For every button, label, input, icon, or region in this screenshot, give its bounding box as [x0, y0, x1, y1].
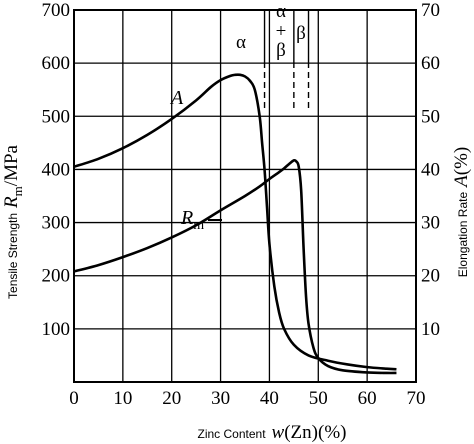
y-left-axis-label-symbol: R: [1, 196, 22, 209]
y-right-tick-label: 70: [421, 0, 440, 21]
y-right-tick-labels: 10 20 30 40 50 60 70: [421, 0, 440, 340]
phase-label-alpha: α: [236, 32, 246, 53]
y-right-tick-label: 50: [421, 106, 440, 127]
y-right-axis-label: Elongation Rate A(%): [451, 147, 472, 278]
series-label-Rm-sub: m: [193, 218, 204, 233]
series-label-A: A: [169, 87, 184, 109]
y-right-axis-label-unit: (%): [451, 147, 472, 175]
y-left-tick-label: 600: [42, 53, 71, 74]
y-left-tick-label: 200: [42, 266, 71, 287]
x-axis-label-paren: (Zn)(%): [284, 422, 346, 443]
x-axis-label: Zinc Content w(Zn)(%): [198, 422, 347, 443]
series-line-Rm: [73, 158, 397, 375]
x-tick-label: 40: [260, 388, 279, 409]
y-left-tick-label: 500: [42, 106, 71, 127]
y-right-tick-label: 40: [421, 159, 440, 180]
plot-frame: [73, 9, 417, 383]
x-axis-label-variable: w: [272, 422, 285, 443]
y-left-axis-label: Tensile Strength Rm/MPa: [1, 144, 25, 299]
y-right-axis-label-prefix: Elongation Rate: [456, 192, 470, 278]
y-left-tick-label: 400: [42, 159, 71, 180]
x-tick-label: 50: [309, 388, 328, 409]
series-line-A: [73, 73, 397, 371]
y-right-tick-label: 20: [421, 266, 440, 287]
x-tick-label: 70: [407, 388, 426, 409]
phase-label-alpha-beta-bottom: β: [276, 40, 286, 61]
grid: [74, 10, 416, 382]
x-tick-label: 30: [211, 388, 230, 409]
x-tick-label: 20: [162, 388, 181, 409]
series-label-Rm: Rm: [180, 207, 204, 233]
y-left-tick-label: 100: [42, 319, 71, 340]
series-lines: [73, 73, 397, 375]
x-axis-label-prefix: Zinc Content: [198, 427, 267, 441]
x-tick-label: 60: [358, 388, 377, 409]
y-left-tick-label: 300: [42, 213, 71, 234]
y-left-tick-label: 700: [42, 0, 71, 21]
y-right-axis-label-symbol: A: [451, 175, 472, 189]
x-tick-label: 10: [113, 388, 132, 409]
y-right-tick-label: 10: [421, 319, 440, 340]
y-right-tick-label: 60: [421, 53, 440, 74]
y-left-tick-labels: 100 200 300 400 500 600 700: [42, 0, 71, 340]
phase-label-alpha-beta-plus: +: [276, 21, 287, 42]
phase-boundaries: [263, 10, 310, 110]
phase-label-alpha-beta-top: α: [276, 1, 286, 22]
series-label-Rm-symbol: R: [180, 207, 193, 229]
y-right-tick-label: 30: [421, 213, 440, 234]
y-left-axis-label-prefix: Tensile Strength: [6, 213, 20, 299]
phase-label-beta: β: [296, 23, 306, 44]
y-left-axis-label-unit: /MPa: [1, 144, 22, 186]
x-tick-labels: 0 10 20 30 40 50 60 70: [69, 388, 425, 409]
x-tick-label: 0: [69, 388, 79, 409]
y-left-axis-label-sub: m: [10, 186, 25, 196]
